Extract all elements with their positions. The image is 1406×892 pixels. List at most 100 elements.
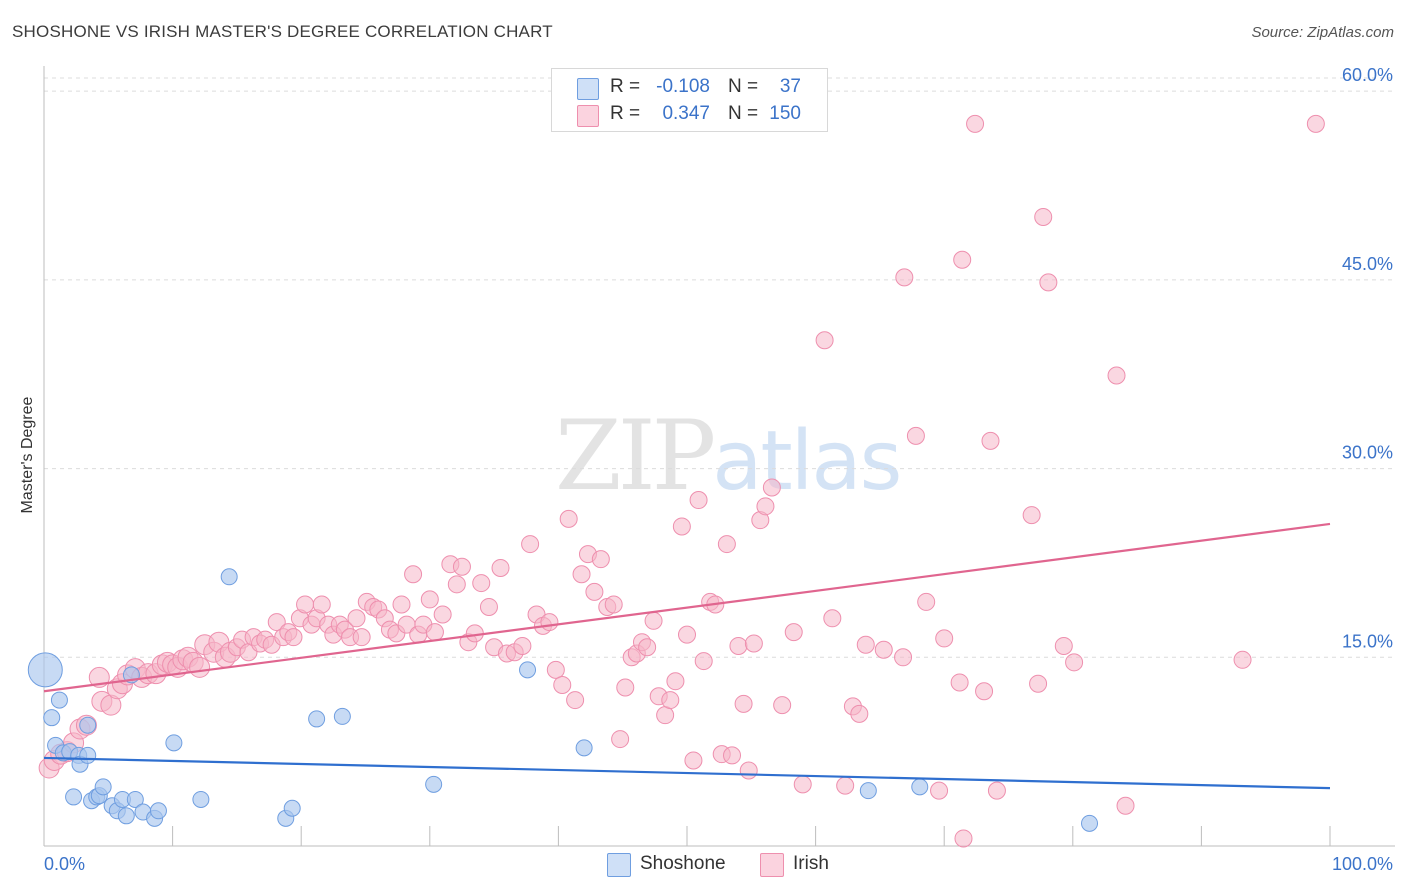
watermark: ZIPatlas (555, 400, 902, 512)
irish-point (1022, 506, 1041, 525)
irish-point (856, 635, 875, 654)
irish-trend-line (43, 522, 1331, 693)
shoshone-point (308, 710, 326, 728)
irish-point (894, 648, 913, 667)
irish-point (1039, 273, 1058, 292)
y-tick-label: 60.0% (1342, 65, 1393, 85)
shoshone-point (165, 734, 183, 752)
shoshone-point (283, 799, 301, 817)
shoshone-point (65, 788, 83, 806)
irish-point (425, 623, 444, 642)
irish-point (604, 595, 623, 614)
irish-point (836, 776, 855, 795)
irish-point (672, 517, 691, 536)
shoshone-point (519, 661, 537, 679)
shoshone-point (333, 707, 351, 725)
irish-point (950, 673, 969, 692)
irish-point (1233, 650, 1252, 669)
irish-point (447, 575, 466, 594)
irish-point (392, 595, 411, 614)
irish-point (784, 623, 803, 642)
y-tick-label: 30.0% (1342, 443, 1393, 463)
irish-point (1107, 366, 1126, 385)
irish-point (312, 595, 331, 614)
irish-point (917, 592, 936, 611)
watermark-zip: ZIP (555, 400, 716, 512)
irish-point (420, 590, 439, 609)
shoshone-point (117, 807, 135, 825)
legend-n-value: 150 (769, 103, 801, 124)
legend-n-label: N = (728, 76, 759, 97)
irish-point (930, 781, 949, 800)
irish-point (1029, 674, 1048, 693)
irish-points (38, 114, 1325, 848)
grid-lines (44, 77, 1395, 658)
irish-point (739, 761, 758, 780)
irish-point (585, 582, 604, 601)
irish-point (1065, 653, 1084, 672)
irish-point (874, 640, 893, 659)
shoshone-point (43, 709, 61, 727)
shoshone-point (79, 746, 97, 764)
irish-point (566, 691, 585, 710)
irish-point (656, 706, 675, 725)
irish-point (513, 636, 532, 655)
shoshone-point (94, 778, 112, 796)
legend-r-label: R = (610, 103, 641, 124)
irish-point (850, 704, 869, 723)
irish-point (717, 535, 736, 554)
irish-point (347, 609, 366, 628)
watermark-atlas: atlas (712, 414, 902, 509)
bottom-label-shoshone: Shoshone (640, 853, 726, 874)
irish-point (553, 675, 572, 694)
irish-point (734, 694, 753, 713)
irish-point (935, 629, 954, 648)
y-axis-label: Master's Degree (19, 396, 36, 514)
bottom-swatch-irish (760, 853, 784, 877)
shoshone-point (425, 775, 443, 793)
irish-point (189, 656, 211, 678)
y-tick-label: 15.0% (1342, 631, 1393, 651)
shoshone-point (911, 778, 929, 796)
legend-r-value: -0.108 (656, 76, 710, 97)
irish-point (267, 613, 286, 632)
correlation-legend: R = -0.108 N = 37 R = 0.347 N = 150 (551, 68, 828, 132)
irish-point (684, 751, 703, 770)
shoshone-point (575, 739, 593, 757)
legend-swatch-irish (577, 105, 599, 127)
shoshone-point (27, 652, 63, 688)
irish-point (981, 431, 1000, 450)
irish-point (638, 638, 657, 657)
irish-point (572, 565, 591, 584)
irish-point (756, 497, 775, 516)
irish-point (661, 691, 680, 710)
shoshone-point (192, 790, 210, 808)
irish-point (1054, 636, 1073, 655)
irish-point (1034, 207, 1053, 226)
shoshone-point (220, 568, 238, 586)
shoshone-point (50, 691, 68, 709)
irish-point (296, 595, 315, 614)
irish-point (823, 609, 842, 628)
irish-point (966, 114, 985, 133)
irish-point (906, 426, 925, 445)
legend-r-value: 0.347 (662, 103, 710, 124)
irish-point (559, 509, 578, 528)
irish-point (433, 605, 452, 624)
chart-title: SHOSHONE VS IRISH MASTER'S DEGREE CORREL… (12, 22, 553, 41)
irish-point (689, 491, 708, 510)
irish-point (953, 250, 972, 269)
irish-point (694, 652, 713, 671)
irish-point (1116, 796, 1135, 815)
irish-point (472, 574, 491, 593)
legend-row-shoshone: R = -0.108 N = 37 (552, 74, 827, 102)
irish-point (773, 696, 792, 715)
bottom-label-irish: Irish (793, 853, 829, 874)
x-tick-label: 0.0% (44, 854, 85, 874)
irish-point (975, 682, 994, 701)
irish-point (644, 611, 663, 630)
shoshone-point (149, 802, 167, 820)
irish-point (404, 565, 423, 584)
irish-point (954, 829, 973, 848)
